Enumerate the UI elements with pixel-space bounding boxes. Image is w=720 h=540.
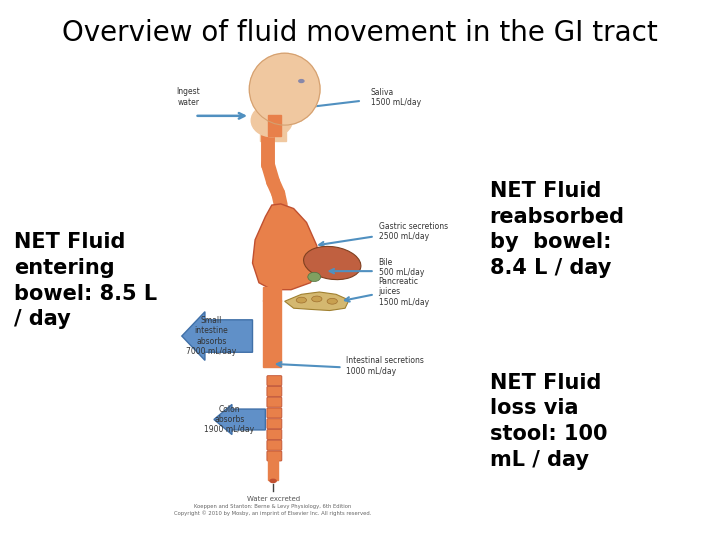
Ellipse shape: [251, 104, 292, 137]
Ellipse shape: [307, 272, 320, 281]
Text: NET Fluid
reabsorbed
by  bowel:
8.4 L / day: NET Fluid reabsorbed by bowel: 8.4 L / d…: [490, 181, 625, 278]
Ellipse shape: [249, 53, 320, 125]
Text: Gastric secretions
2500 mL/day: Gastric secretions 2500 mL/day: [379, 222, 448, 241]
Text: Water excreted: Water excreted: [246, 496, 300, 502]
Bar: [263, 287, 281, 301]
Text: Saliva
1500 mL/day: Saliva 1500 mL/day: [371, 87, 421, 107]
Ellipse shape: [312, 296, 322, 302]
FancyBboxPatch shape: [267, 429, 282, 440]
FancyBboxPatch shape: [267, 387, 282, 396]
Text: Small
intestine
absorbs
7000 mL/day: Small intestine absorbs 7000 mL/day: [186, 316, 236, 356]
Polygon shape: [253, 204, 320, 289]
Ellipse shape: [269, 478, 277, 483]
FancyBboxPatch shape: [267, 440, 282, 450]
Bar: [263, 300, 281, 367]
FancyBboxPatch shape: [267, 408, 282, 418]
FancyBboxPatch shape: [267, 397, 282, 407]
FancyArrow shape: [181, 312, 253, 360]
Ellipse shape: [327, 299, 338, 304]
Text: Koeppen and Stanton: Berne & Levy Physiology, 6th Edition
Copyright © 2010 by Mo: Koeppen and Stanton: Berne & Levy Physio…: [174, 504, 372, 516]
FancyArrow shape: [214, 404, 266, 435]
Ellipse shape: [296, 297, 307, 303]
Polygon shape: [284, 292, 349, 310]
FancyBboxPatch shape: [267, 451, 282, 461]
FancyBboxPatch shape: [267, 376, 282, 386]
Text: Pancreatic
juices
1500 mL/day: Pancreatic juices 1500 mL/day: [379, 277, 428, 307]
Text: Bile
500 mL/day: Bile 500 mL/day: [379, 258, 424, 278]
Ellipse shape: [299, 79, 304, 83]
Text: NET Fluid
loss via
stool: 100
mL / day: NET Fluid loss via stool: 100 mL / day: [490, 373, 607, 470]
Text: Overview of fluid movement in the GI tract: Overview of fluid movement in the GI tra…: [62, 19, 658, 47]
Text: Ingest
water: Ingest water: [176, 87, 200, 106]
FancyBboxPatch shape: [267, 418, 282, 429]
Text: Colon
absorbs
1900 mL/day: Colon absorbs 1900 mL/day: [204, 404, 254, 434]
Bar: [268, 114, 281, 136]
Ellipse shape: [304, 246, 361, 280]
Text: NET Fluid
entering
bowel: 8.5 L
/ day: NET Fluid entering bowel: 8.5 L / day: [14, 232, 158, 329]
Text: Intestinal secretions
1000 mL/day: Intestinal secretions 1000 mL/day: [346, 356, 424, 376]
Bar: [268, 459, 278, 480]
Bar: [260, 116, 286, 141]
